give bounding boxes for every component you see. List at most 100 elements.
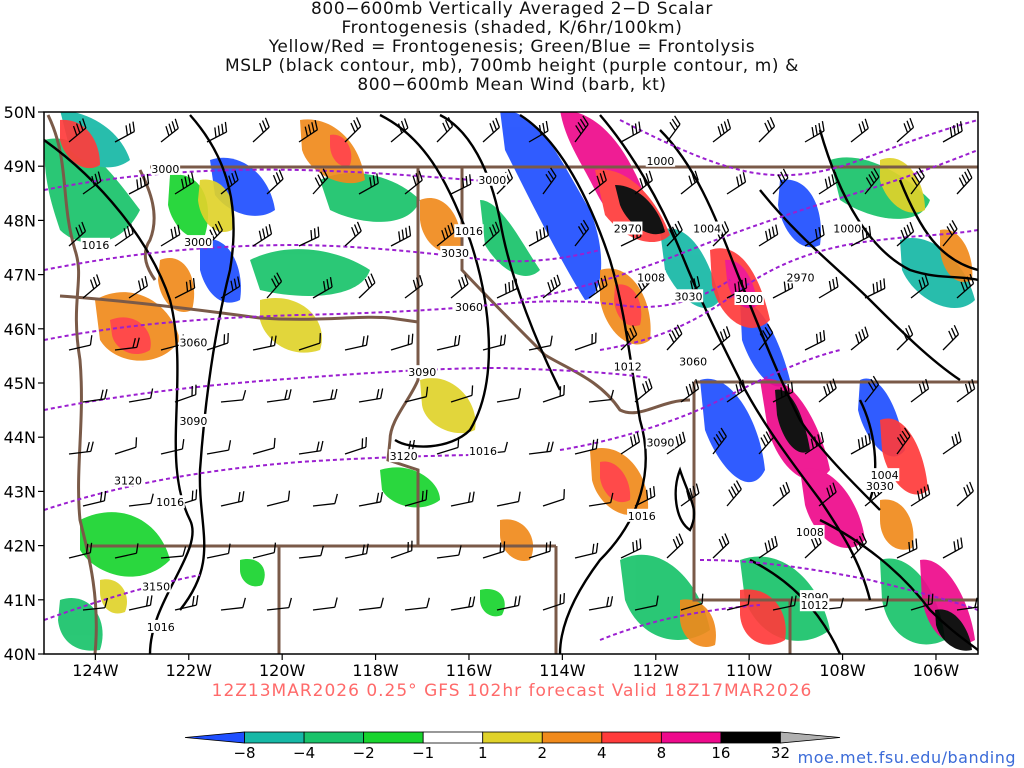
height-contour-label: 3120: [390, 450, 418, 463]
wind-barb: [956, 379, 976, 403]
wind-barb: [804, 120, 825, 143]
colorbar-swatch: [601, 731, 662, 744]
contour-label-bg: [799, 598, 830, 612]
wind-barb: [68, 221, 87, 247]
colorbar-swatch: [244, 731, 305, 744]
wind-barb: [298, 119, 318, 143]
lat-tick-label: 47N: [4, 266, 36, 285]
idaho-montana-border: [460, 167, 691, 415]
wind-barb: [758, 323, 774, 351]
wind-barb: [68, 441, 94, 455]
colorbar-swatch: [780, 731, 841, 744]
wind-barb: [252, 437, 276, 455]
wind-barb: [542, 167, 557, 195]
wind-barb: [206, 543, 231, 559]
title-line-3: Yellow/Red = Frontogenesis; Green/Blue =…: [268, 37, 756, 57]
lon-tick-label: 112W: [633, 661, 680, 680]
wind-barb: [726, 379, 746, 403]
wind-barb: [896, 427, 911, 455]
wind-barb: [956, 481, 974, 507]
height-contour-label: 3060: [179, 336, 207, 349]
contour-label-bg: [477, 172, 508, 186]
wind-barb: [850, 433, 871, 455]
mslp-contour-label: 1004: [693, 223, 721, 236]
contour-label-bg: [869, 468, 900, 482]
wind-barb: [542, 385, 565, 403]
height-contour-label: 3060: [679, 355, 707, 368]
height-contour-label: 3090: [179, 415, 207, 428]
wind-barb: [818, 482, 837, 507]
wind-barb: [298, 226, 320, 247]
height-contour-label: 3000: [151, 163, 179, 176]
wind-barb: [956, 273, 975, 299]
height-contour-label: 3030: [866, 480, 894, 493]
lon-tick-label: 118W: [352, 661, 399, 680]
contour-label-bg: [155, 495, 185, 509]
wind-barb: [942, 537, 963, 559]
wind-barb: [266, 597, 293, 611]
wind-barb: [174, 384, 197, 403]
lat-tick-label: 42N: [4, 537, 36, 556]
wind-barb: [818, 378, 837, 403]
wind-barb: [666, 220, 683, 247]
colorbar-tick-label: −1: [412, 744, 434, 762]
wind-barb: [910, 274, 929, 299]
wind-barb: [312, 597, 338, 611]
wind-barb: [850, 225, 872, 247]
wind-barb: [942, 324, 960, 351]
contour-label-bg: [673, 289, 704, 303]
wind-barb: [68, 542, 93, 559]
wind-barb: [344, 437, 367, 455]
wind-barb: [528, 335, 553, 351]
wind-barb: [956, 168, 973, 195]
lat-tick-label: 46N: [4, 320, 36, 339]
wind-barb: [634, 170, 653, 195]
wind-barb: [634, 595, 659, 611]
contour-label-bg: [178, 335, 209, 349]
source-credit-link[interactable]: moe.met.fsu.edu/banding: [797, 748, 1016, 767]
wind-barb: [298, 545, 324, 559]
wind-barb: [588, 389, 615, 403]
wind-barbs: [68, 115, 978, 611]
wind-barb: [344, 543, 369, 559]
lon-tick-label: 124W: [72, 661, 119, 680]
wind-barb: [680, 593, 704, 611]
wind-barb: [864, 595, 889, 611]
title-line-1: 800−600mb Vertically Averaged 2−D Scalar: [311, 0, 713, 19]
mslp-contour-label: 1004: [871, 469, 899, 482]
wind-barb: [160, 224, 181, 247]
wind-barb: [942, 431, 962, 455]
wind-barb: [404, 489, 428, 507]
wind-barb: [312, 277, 333, 299]
wind-barb: [450, 174, 472, 195]
wind-barb: [160, 439, 185, 455]
wind-barb: [404, 386, 429, 403]
mslp-contour-label: 1008: [796, 526, 824, 539]
lon-tick-label: 122W: [166, 661, 213, 680]
contour-label-bg: [183, 235, 213, 249]
wind-barb: [772, 481, 791, 507]
wind-barb: [620, 432, 641, 455]
wind-barb: [312, 493, 338, 507]
wind-barb: [620, 538, 642, 559]
wind-barb: [620, 325, 638, 351]
wind-barb: [436, 437, 460, 455]
wind-barb: [818, 172, 839, 195]
wind-barb: [358, 173, 379, 195]
title-line-2: Frontogenesis (shaded, K/6hr/100km): [341, 18, 683, 38]
wind-barb: [344, 335, 369, 351]
wind-barb: [450, 491, 475, 507]
wind-barb: [666, 324, 683, 351]
mslp-contour-label: 1008: [637, 271, 665, 284]
wind-barb: [436, 117, 454, 143]
wind-barb: [358, 273, 376, 299]
height-contour-label: 3120: [114, 475, 142, 488]
wind-barb: [68, 335, 93, 351]
lat-tick-label: 49N: [4, 157, 36, 176]
wind-barb: [344, 221, 362, 247]
wind-barb: [758, 428, 775, 455]
height-contour-label: 2970: [614, 223, 642, 236]
lat-tick-label: 40N: [4, 645, 36, 664]
frontogenesis-shading: [60, 112, 975, 651]
